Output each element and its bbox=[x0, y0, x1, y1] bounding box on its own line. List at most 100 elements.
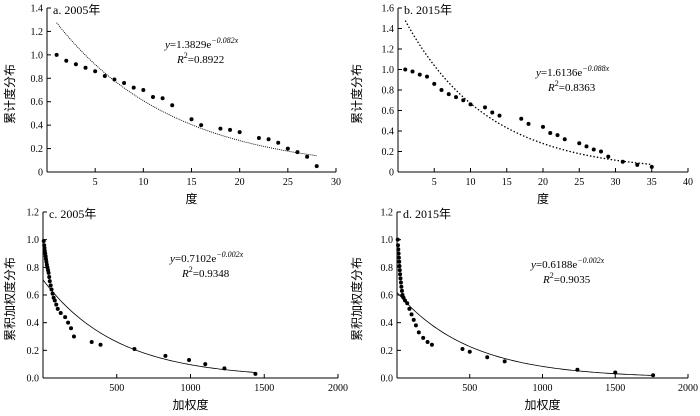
fit-equation: y=0.6188e−0.002x bbox=[530, 256, 605, 271]
x-tick-label: 30 bbox=[611, 177, 621, 188]
data-point bbox=[421, 335, 426, 340]
x-tick-label: 5 bbox=[93, 177, 98, 188]
panel-title: b. 2015年 bbox=[404, 3, 452, 17]
data-point bbox=[112, 77, 117, 82]
y-tick-label: 0.0 bbox=[27, 374, 40, 385]
y-tick-label: 0 bbox=[38, 168, 43, 179]
x-axis-label: 加权度 bbox=[524, 397, 560, 412]
x-tick-label: 15 bbox=[187, 177, 197, 188]
data-point bbox=[314, 164, 319, 169]
data-point bbox=[285, 146, 290, 151]
x-tick-label: 2000 bbox=[678, 383, 698, 394]
y-tick-label: 0.8 bbox=[27, 263, 40, 274]
data-point bbox=[237, 130, 242, 135]
data-point bbox=[49, 287, 54, 292]
data-point bbox=[122, 80, 127, 85]
data-point bbox=[102, 73, 107, 78]
data-point bbox=[47, 275, 52, 280]
data-point bbox=[439, 88, 444, 92]
data-point bbox=[399, 284, 404, 289]
data-point bbox=[446, 92, 451, 97]
data-point bbox=[502, 359, 507, 364]
data-point bbox=[399, 288, 404, 293]
data-point bbox=[490, 110, 495, 115]
data-point bbox=[548, 131, 553, 136]
y-tick-label: 0.8 bbox=[31, 74, 44, 85]
data-point bbox=[305, 154, 310, 159]
y-tick-label: 1.0 bbox=[382, 65, 395, 76]
data-point bbox=[584, 144, 589, 149]
data-point bbox=[403, 298, 407, 303]
x-tick-label: 10 bbox=[466, 177, 476, 188]
fit-curve bbox=[42, 279, 256, 373]
data-point bbox=[483, 105, 487, 110]
data-point bbox=[295, 150, 300, 155]
data-point bbox=[398, 276, 403, 281]
chart-panel-b: 0 0.2 0.4 0.6 0.8 1.0 1.2 1.4 1.6 5 10 15 20 25 30 35 40… bbox=[349, 3, 693, 206]
x-tick-label: 500 bbox=[109, 383, 124, 394]
data-point bbox=[98, 342, 103, 347]
data-point bbox=[411, 317, 416, 322]
x-tick-label: 1000 bbox=[181, 383, 201, 394]
data-point bbox=[398, 280, 403, 285]
data-point bbox=[64, 58, 69, 63]
x-tick-label: 2000 bbox=[328, 383, 348, 394]
data-point bbox=[413, 323, 418, 328]
data-point bbox=[266, 137, 271, 142]
data-point bbox=[417, 72, 422, 77]
y-axis-label: 累积加权度分布 bbox=[349, 257, 364, 341]
y-tick-label: 0.6 bbox=[381, 291, 394, 302]
data-point bbox=[651, 373, 656, 378]
data-point bbox=[575, 367, 580, 372]
y-tick-label: 0.2 bbox=[382, 147, 395, 158]
r-squared: R2=0.9035 bbox=[542, 271, 591, 286]
data-point bbox=[256, 136, 261, 141]
y-tick-label: 0.4 bbox=[381, 318, 394, 329]
y-tick-label: 0.6 bbox=[31, 97, 44, 108]
data-point bbox=[555, 133, 560, 138]
x-tick-label: 20 bbox=[235, 177, 245, 188]
data-point bbox=[58, 310, 63, 315]
data-point bbox=[649, 164, 654, 169]
data-point bbox=[467, 349, 472, 354]
x-axis-label: 度 bbox=[185, 191, 197, 206]
x-tick-label: 25 bbox=[574, 177, 584, 188]
x-tick-label: 1000 bbox=[533, 383, 553, 394]
data-point bbox=[416, 330, 421, 335]
data-point bbox=[55, 306, 60, 311]
data-point bbox=[497, 113, 502, 118]
x-tick-label: 40 bbox=[683, 177, 693, 188]
fit-curve bbox=[396, 292, 654, 376]
x-tick-label: 30 bbox=[331, 177, 341, 188]
data-point bbox=[93, 69, 98, 74]
y-tick-label: 1.4 bbox=[31, 4, 44, 15]
data-point bbox=[425, 74, 429, 79]
x-axis-label: 度 bbox=[537, 191, 549, 206]
y-tick-label: 0.2 bbox=[31, 144, 44, 155]
data-point bbox=[46, 270, 51, 275]
data-point bbox=[396, 251, 401, 256]
y-tick-label: 1.2 bbox=[27, 208, 40, 219]
data-point bbox=[577, 141, 582, 146]
x-tick-label: 15 bbox=[502, 177, 512, 188]
y-tick-label: 0.4 bbox=[382, 127, 395, 138]
y-tick-label: 1.0 bbox=[381, 235, 394, 246]
data-point bbox=[409, 312, 414, 317]
data-point bbox=[396, 243, 401, 248]
y-tick-label: 0.6 bbox=[382, 106, 395, 117]
data-point bbox=[63, 315, 68, 320]
panel-title: c. 2005年 bbox=[49, 207, 96, 221]
y-tick-label: 1.2 bbox=[382, 45, 395, 56]
y-tick-label: 1.4 bbox=[382, 24, 395, 35]
chart-panel-a: 0 0.2 0.4 0.6 0.8 1.0 1.2 1.4 5 10 15 20 25 30 a. 2005… bbox=[2, 3, 341, 206]
data-point bbox=[429, 342, 434, 347]
data-point bbox=[163, 353, 168, 358]
data-point bbox=[54, 52, 59, 57]
data-point bbox=[83, 65, 88, 70]
fit-equation: y=1.3829e−0.082x bbox=[164, 36, 239, 51]
data-point bbox=[407, 306, 412, 311]
data-point bbox=[460, 346, 465, 351]
data-point bbox=[613, 370, 618, 375]
data-point bbox=[253, 371, 258, 376]
data-point bbox=[562, 137, 567, 142]
